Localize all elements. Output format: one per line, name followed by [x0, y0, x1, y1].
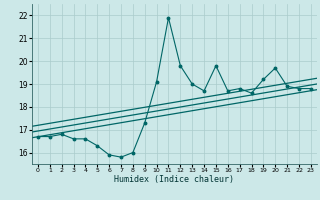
X-axis label: Humidex (Indice chaleur): Humidex (Indice chaleur) [115, 175, 234, 184]
